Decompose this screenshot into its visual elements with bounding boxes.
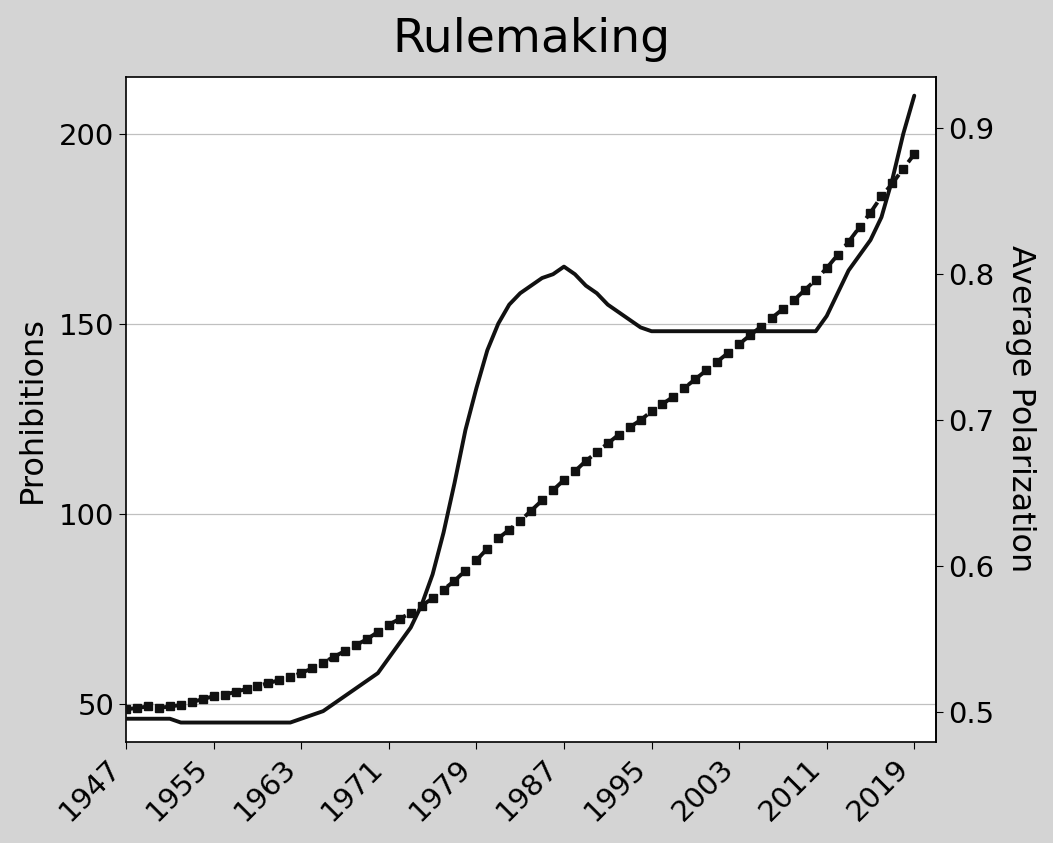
Y-axis label: Prohibitions: Prohibitions xyxy=(17,315,47,502)
Title: Rulemaking: Rulemaking xyxy=(392,17,670,62)
Y-axis label: Average Polarization: Average Polarization xyxy=(1006,245,1036,572)
